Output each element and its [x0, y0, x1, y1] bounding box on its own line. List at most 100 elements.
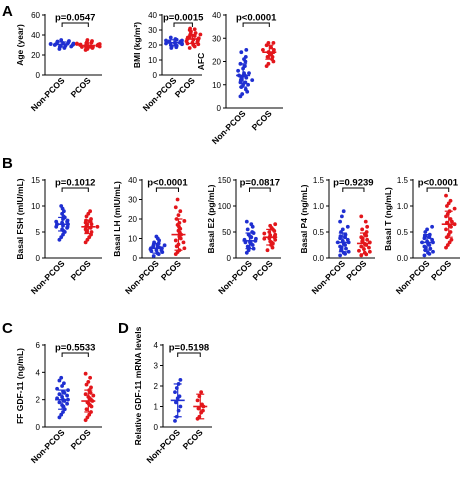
- category-label: PCOS: [173, 75, 197, 99]
- data-point: [243, 64, 247, 69]
- significance-bracket: [249, 187, 271, 192]
- data-point: [428, 246, 433, 251]
- y-tick-label: 20: [148, 41, 157, 50]
- data-point: [187, 46, 192, 50]
- y-tick-label: 100: [218, 202, 232, 211]
- y-tick-label: 4: [36, 368, 41, 377]
- chart-panel: 0 1 2 3 4 Relative GDF-11 mRNA levelsNon-PCOS…: [133, 326, 212, 465]
- data-point: [444, 227, 448, 232]
- data-point: [55, 386, 59, 391]
- category-label: Non-PCOS: [141, 75, 179, 113]
- significance-bracket: [177, 352, 201, 357]
- y-axis-title: BMI (kg/m²): [132, 22, 142, 68]
- panel-letter-b: B: [2, 155, 13, 172]
- data-point: [343, 232, 348, 237]
- data-point: [357, 248, 361, 253]
- data-point: [422, 244, 427, 249]
- data-point: [251, 246, 256, 251]
- category-label: Non-PCOS: [144, 427, 182, 465]
- category-label: PCOS: [251, 258, 275, 282]
- chart-panel: 0.0 0.5 1.0 1.5 Basal P4 (ng/mL)Non-PCOSPCOS…: [299, 176, 375, 296]
- y-axis-title: FF GDF-11 (ng/mL): [15, 348, 25, 424]
- data-point: [65, 218, 70, 223]
- data-point: [359, 253, 364, 258]
- data-point: [363, 219, 368, 224]
- y-tick-label: 0: [36, 71, 41, 80]
- data-point: [180, 38, 184, 43]
- y-tick-label: 6: [36, 341, 41, 350]
- chart-panel: 0 10 20 30 40 AFC Non-PCOS PCOS p<0.0001: [196, 11, 283, 146]
- data-point: [182, 246, 187, 251]
- data-point: [168, 35, 173, 40]
- p-value-label: p=0.9239: [333, 178, 373, 189]
- data-point: [261, 47, 265, 52]
- data-point: [360, 227, 365, 232]
- y-tick-label: 40: [212, 11, 221, 20]
- data-point: [367, 245, 371, 250]
- data-point: [365, 224, 370, 229]
- y-tick-label: 1.5: [313, 176, 325, 185]
- data-point: [195, 398, 200, 403]
- data-point: [341, 209, 346, 214]
- data-point: [250, 78, 255, 82]
- y-tick-label: 2: [154, 382, 159, 391]
- category-label: Non-PCOS: [29, 258, 67, 296]
- data-point: [192, 27, 197, 32]
- significance-bracket: [426, 187, 450, 192]
- data-point: [91, 393, 96, 398]
- category-label: Non-PCOS: [29, 75, 67, 113]
- y-tick-label: 3: [154, 362, 159, 371]
- y-tick-label: 5: [36, 228, 41, 237]
- data-point: [245, 244, 250, 249]
- data-point: [175, 197, 180, 202]
- data-point: [188, 26, 193, 31]
- significance-bracket: [61, 187, 89, 192]
- data-point: [84, 382, 89, 387]
- data-point: [273, 232, 278, 237]
- data-point: [422, 253, 427, 258]
- data-point: [268, 223, 273, 228]
- y-tick-label: 0.0: [313, 254, 325, 263]
- data-point: [344, 246, 348, 251]
- y-tick-label: 150: [218, 176, 232, 185]
- data-point: [340, 227, 345, 232]
- data-point: [359, 214, 364, 219]
- y-tick-label: 1.0: [397, 202, 409, 211]
- data-point: [177, 394, 182, 399]
- data-point: [262, 231, 267, 236]
- data-point: [240, 92, 245, 96]
- y-tick-label: 1.5: [397, 176, 409, 185]
- data-point: [271, 41, 276, 45]
- data-point: [196, 406, 201, 411]
- data-point: [164, 41, 168, 46]
- category-label: PCOS: [159, 258, 183, 282]
- data-point: [87, 412, 92, 417]
- category-label: PCOS: [69, 258, 93, 282]
- data-point: [201, 408, 205, 413]
- chart-panel: 0 5 10 15 Basal FSH (mIU/mL) Non-PCOS PCOS p=0.…: [15, 176, 102, 296]
- data-point: [338, 234, 343, 239]
- y-axis-title: Relative GDF-11 mRNA levels: [133, 326, 143, 445]
- category-label: PCOS: [250, 108, 274, 132]
- panel-letter-c: C: [2, 320, 13, 337]
- data-point: [200, 402, 204, 407]
- data-point: [83, 371, 88, 376]
- category-label: PCOS: [69, 75, 93, 99]
- category-label: Non-PCOS: [210, 108, 248, 146]
- y-tick-label: 20: [128, 215, 137, 224]
- data-point: [178, 404, 183, 409]
- chart-panel: 0 20 40 60 Age (year) Non-PCOS PCOS p=0.0547: [15, 11, 102, 113]
- data-point: [48, 42, 53, 46]
- y-tick-label: 1.0: [313, 202, 325, 211]
- significance-bracket: [61, 352, 89, 357]
- y-axis-title: Basal P4 (ng/mL): [299, 184, 309, 253]
- data-point: [66, 388, 70, 392]
- data-point: [173, 390, 177, 395]
- data-point: [340, 214, 344, 219]
- data-point: [239, 75, 244, 80]
- data-point: [245, 227, 250, 232]
